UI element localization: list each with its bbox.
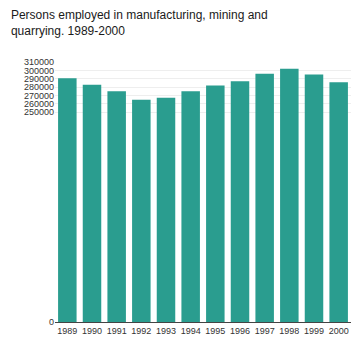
svg-text:1995: 1995 <box>205 326 225 336</box>
svg-text:1996: 1996 <box>230 326 250 336</box>
svg-text:1994: 1994 <box>181 326 201 336</box>
svg-text:290000: 290000 <box>24 74 54 84</box>
svg-text:Persons employed in manufactur: Persons employed in manufacturing, minin… <box>11 8 268 38</box>
svg-text:2000: 2000 <box>329 326 349 336</box>
svg-text:0: 0 <box>49 317 54 327</box>
svg-text:250000: 250000 <box>24 107 54 117</box>
svg-text:1993: 1993 <box>156 326 176 336</box>
svg-text:1990: 1990 <box>82 326 102 336</box>
svg-text:310000: 310000 <box>24 57 54 67</box>
svg-text:1999: 1999 <box>304 326 324 336</box>
svg-text:300000: 300000 <box>24 66 54 76</box>
svg-text:1991: 1991 <box>107 326 127 336</box>
svg-text:1989: 1989 <box>57 326 77 336</box>
svg-text:1998: 1998 <box>279 326 299 336</box>
svg-text:280000: 280000 <box>24 82 54 92</box>
svg-text:1997: 1997 <box>255 326 275 336</box>
svg-text:270000: 270000 <box>24 91 54 101</box>
svg-text:1992: 1992 <box>131 326 151 336</box>
svg-text:260000: 260000 <box>24 99 54 109</box>
